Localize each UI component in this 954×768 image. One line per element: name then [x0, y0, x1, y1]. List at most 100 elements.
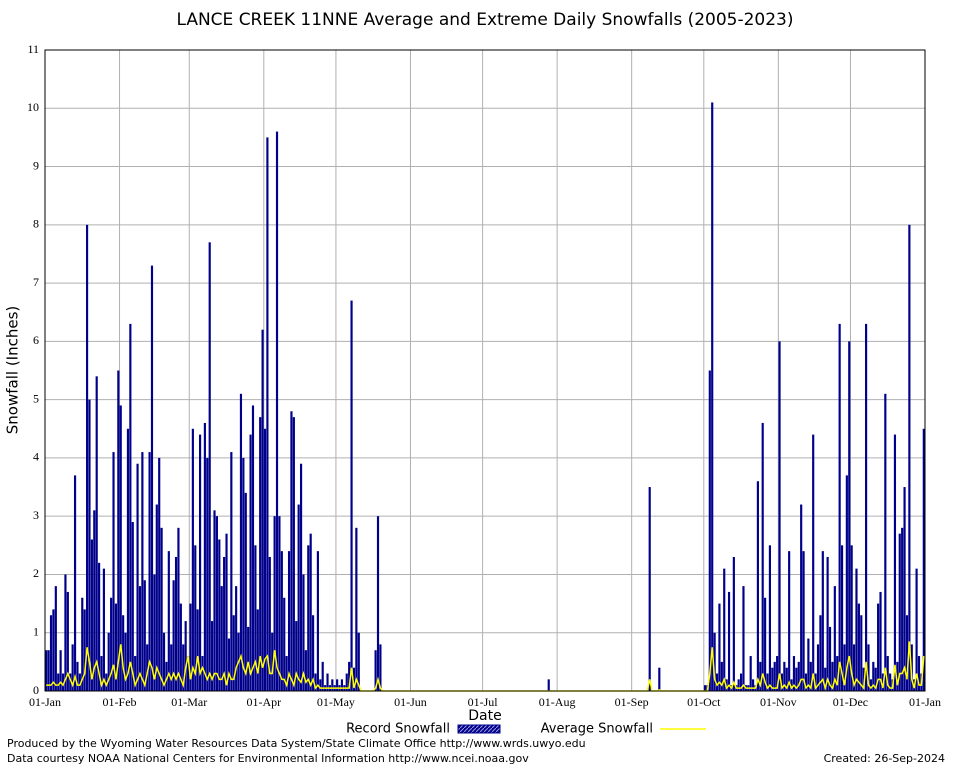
- bar: [223, 556, 226, 691]
- bar: [52, 609, 55, 691]
- bar: [314, 673, 317, 691]
- bar: [759, 661, 762, 691]
- bar: [809, 661, 812, 691]
- bar: [138, 586, 142, 691]
- bar: [220, 586, 223, 691]
- bar: [110, 597, 113, 691]
- x-tick-label: 01-Dec: [833, 695, 868, 709]
- bar: [227, 638, 231, 691]
- bar: [179, 603, 182, 691]
- y-tick-label: 9: [33, 158, 39, 172]
- bar: [278, 516, 281, 691]
- bar: [201, 656, 204, 691]
- bar: [850, 545, 853, 691]
- bar: [848, 341, 851, 691]
- bar: [727, 591, 731, 691]
- bar: [766, 673, 769, 691]
- bar: [297, 504, 300, 691]
- bar: [336, 679, 339, 691]
- plot-frame: [44, 49, 926, 692]
- bar: [143, 580, 146, 691]
- bar: [903, 487, 906, 691]
- bar: [95, 376, 98, 691]
- bar: [114, 603, 118, 691]
- bar: [826, 556, 829, 691]
- bar: [711, 102, 714, 692]
- bar: [833, 586, 836, 691]
- bar: [263, 428, 267, 691]
- bar: [917, 656, 921, 691]
- bar: [196, 609, 199, 691]
- bar: [194, 545, 197, 691]
- bar: [177, 527, 180, 691]
- bar: [191, 428, 194, 691]
- bar: [374, 650, 377, 691]
- footer-text: Produced by the Wyoming Water Resources …: [7, 737, 586, 750]
- bar: [141, 452, 144, 691]
- bar: [66, 591, 69, 691]
- bar: [184, 621, 187, 691]
- bar: [69, 673, 72, 691]
- bar: [49, 615, 53, 691]
- bar: [312, 615, 315, 691]
- bar: [884, 393, 887, 691]
- bar: [189, 603, 192, 691]
- bar: [739, 673, 743, 691]
- y-tick-label: 1: [33, 624, 39, 638]
- bar: [783, 661, 786, 691]
- bar: [860, 615, 863, 691]
- bar: [800, 504, 803, 691]
- x-tick-label: 01-Mar: [171, 695, 207, 709]
- bar: [266, 137, 269, 692]
- x-tick-label: 01-Aug: [539, 695, 576, 709]
- bar: [160, 527, 163, 691]
- bar: [352, 667, 356, 691]
- bar: [280, 551, 283, 691]
- x-tick-label: 01-Nov: [760, 695, 797, 709]
- bar: [658, 667, 661, 691]
- bar: [124, 632, 127, 691]
- bar: [273, 516, 276, 691]
- bar: [816, 644, 820, 691]
- bar: [790, 679, 793, 691]
- bar: [376, 516, 380, 691]
- bar: [158, 457, 161, 691]
- bar: [182, 644, 185, 691]
- bar: [857, 603, 860, 691]
- bar: [64, 574, 67, 691]
- bar: [134, 656, 137, 691]
- bar: [78, 673, 81, 691]
- bar: [259, 417, 262, 691]
- bar: [852, 644, 856, 691]
- bar: [165, 661, 168, 691]
- bar: [715, 673, 719, 691]
- bar: [150, 265, 154, 691]
- bar: [321, 661, 324, 691]
- bar: [93, 510, 96, 691]
- bar: [732, 556, 735, 691]
- y-tick-label: 5: [33, 391, 39, 405]
- bar: [292, 417, 295, 691]
- bar: [893, 434, 897, 691]
- footer-text: Data courtesy NOAA National Centers for …: [7, 752, 529, 765]
- bar: [98, 562, 101, 691]
- bar: [54, 586, 57, 691]
- y-axis-label: Snowfall (Inches): [4, 306, 22, 434]
- bar: [131, 522, 134, 691]
- x-tick-label: 01-Jul: [468, 695, 499, 709]
- bar: [326, 673, 329, 691]
- bar: [119, 405, 122, 691]
- bar: [872, 661, 875, 691]
- bar: [117, 370, 120, 691]
- bar: [45, 650, 48, 691]
- bar: [105, 673, 108, 691]
- bar: [771, 667, 774, 691]
- bar: [807, 638, 810, 691]
- bar: [797, 661, 800, 691]
- bar: [737, 679, 740, 691]
- bar: [254, 545, 257, 691]
- bar: [749, 656, 752, 691]
- bar: [795, 667, 798, 691]
- bar: [768, 545, 771, 691]
- bar: [215, 516, 218, 691]
